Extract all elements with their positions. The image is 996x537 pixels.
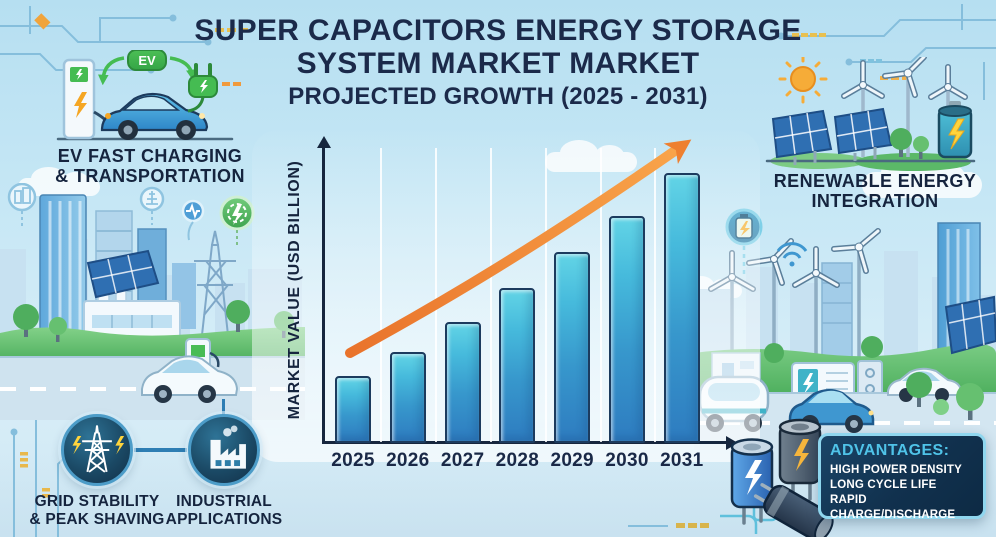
solar-panels — [771, 107, 893, 165]
ev-label-line2: & TRANSPORTATION — [55, 166, 245, 186]
gridline — [380, 148, 383, 442]
advantages-box: ADVANTAGES: HIGH POWER DENSITY LONG CYCL… — [818, 433, 986, 521]
wifi-icon — [776, 242, 808, 267]
ev-section-label: EV FAST CHARGING & TRANSPORTATION — [30, 146, 270, 186]
title-block: SUPER CAPACITORS ENERGY STORAGE SYSTEM M… — [158, 14, 838, 110]
charge-bolt-icon — [74, 92, 87, 118]
grid-label-line1: GRID STABILITY — [34, 493, 160, 510]
icon-connector-stub — [222, 399, 225, 415]
pagoda-chip-icon — [139, 186, 165, 225]
circuit-decoration-top-left — [0, 6, 248, 86]
icon-connector-line — [134, 448, 187, 452]
x-tick-2031: 2031 — [660, 450, 704, 471]
bar-2025 — [335, 376, 371, 443]
ev-label-line1: EV FAST CHARGING — [57, 146, 243, 166]
x-tick-2029: 2029 — [550, 450, 594, 471]
capacitor-gray — [778, 418, 822, 501]
grass-band — [0, 327, 305, 363]
advantage-item-2: LONG CYCLE LIFE — [830, 479, 937, 491]
gridline — [544, 148, 547, 442]
sun-icon — [778, 57, 828, 104]
charging-station — [62, 58, 114, 140]
renewable-label-line2: INTEGRATION — [811, 191, 939, 211]
renewable-label-line1: RENEWABLE ENERGY — [773, 171, 977, 191]
grid-label-line2: & PEAK SHAVING — [29, 511, 165, 528]
car-blue — [788, 389, 875, 433]
green-energy-gear-icon — [219, 195, 255, 245]
gridline — [490, 148, 492, 442]
bar-2027 — [444, 322, 481, 443]
bar-2029 — [554, 252, 591, 443]
capacitor-blue — [730, 438, 774, 525]
renewable-energy-illustration — [765, 57, 976, 171]
x-tick-2028: 2028 — [495, 450, 540, 471]
industrial-label-line2: APPLICATIONS — [165, 511, 283, 528]
capacitor-lying — [753, 483, 834, 537]
gridline — [435, 148, 438, 442]
trees — [764, 336, 984, 420]
grid-stability-badge — [61, 414, 133, 486]
charge-port — [105, 113, 111, 119]
ev-badge-text: EV — [138, 53, 156, 68]
bar-2031 — [663, 173, 700, 443]
industrial-badge — [188, 414, 260, 486]
y-axis-label: MARKET VALUE (USD BILLION) — [286, 160, 303, 420]
gridline — [654, 148, 657, 442]
advantage-item-3: RAPID CHARGE/DISCHARGE — [830, 494, 956, 521]
bolt-icon — [115, 436, 125, 455]
grid-stability-label: GRID STABILITY & PEAK SHAVING — [17, 493, 177, 529]
circuit-decoration-top-right — [777, 4, 996, 100]
car-white — [141, 355, 239, 403]
bar-2030 — [609, 216, 645, 443]
x-tick-2027: 2027 — [440, 450, 485, 471]
transmission-tower — [194, 230, 236, 354]
transmission-tower-icon — [72, 425, 125, 473]
industrial-label: INDUSTRIAL APPLICATIONS — [148, 493, 300, 529]
gridline — [599, 148, 602, 442]
x-tick-2026: 2026 — [386, 450, 430, 471]
industrial-label-line1: INDUSTRIAL — [176, 493, 272, 510]
bolt-icon — [72, 436, 82, 455]
wind-turbines — [841, 57, 968, 157]
title-line-2: SYSTEM MARKET MARKET — [296, 47, 700, 80]
factory-icon — [210, 425, 246, 469]
renewable-section-label: RENEWABLE ENERGY INTEGRATION — [756, 171, 994, 211]
capacitors-illustration — [730, 418, 834, 537]
ev-charging-illustration: EV — [56, 50, 234, 141]
green-arrow-right — [169, 56, 197, 81]
electric-car — [100, 92, 209, 140]
pulse-chip-icon — [181, 199, 205, 241]
bar-2026 — [389, 352, 426, 443]
title-line-1: SUPER CAPACITORS ENERGY STORAGE — [194, 14, 802, 47]
y-axis — [316, 136, 331, 443]
trees — [890, 128, 929, 159]
building-chip-icon — [7, 183, 37, 227]
x-tick-2025: 2025 — [331, 450, 375, 471]
x-tick-2030: 2030 — [605, 450, 649, 471]
advantages-heading: ADVANTAGES: — [830, 442, 950, 459]
green-arrow-left — [98, 56, 125, 86]
ev-badge: EV — [127, 50, 167, 71]
plug-icon — [187, 63, 218, 113]
battery-icon — [937, 101, 973, 159]
advantage-item-1: HIGH POWER DENSITY — [830, 464, 963, 476]
title-line-3: PROJECTED GROWTH (2025 - 2031) — [288, 83, 708, 110]
bar-2028 — [499, 288, 536, 443]
cloud — [18, 167, 100, 196]
bar-chart: 2025 2026 2027 2028 2029 2030 2031 — [283, 126, 749, 486]
